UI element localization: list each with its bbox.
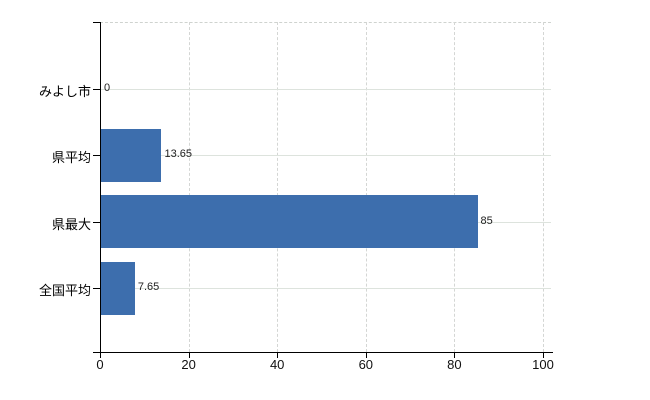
bar-value-label: 13.65 [164, 148, 192, 160]
x-tick-label: 80 [447, 357, 462, 372]
gridline-vertical [543, 22, 544, 352]
y-axis-tick [93, 88, 100, 90]
gridline-vertical [365, 22, 367, 352]
x-axis-tick [454, 352, 456, 358]
x-axis-tick [365, 352, 367, 358]
x-axis-tick [188, 352, 190, 358]
y-axis-tick [93, 155, 100, 156]
x-axis-tick [543, 352, 544, 358]
bar-value-label: 0 [104, 81, 111, 94]
x-axis-tick [277, 352, 279, 358]
y-axis [100, 22, 101, 358]
y-axis-top-tick [93, 22, 100, 23]
category-label: 県最大 [51, 216, 91, 232]
x-tick-label: 20 [181, 357, 196, 372]
x-tick-label: 100 [532, 357, 554, 372]
y-axis-tick [93, 221, 100, 223]
gridline-vertical [277, 22, 279, 352]
category-label: 県平均 [51, 150, 91, 165]
x-axis [93, 352, 553, 353]
gridline-horizontal [101, 288, 551, 289]
x-tick-label: 40 [269, 357, 285, 372]
gridline-horizontal [101, 155, 551, 156]
gridline-horizontal [101, 88, 551, 90]
x-tick-label: 0 [96, 357, 104, 372]
y-axis-tick [93, 288, 100, 289]
bar [101, 128, 162, 182]
category-label: 全国平均 [38, 283, 91, 298]
category-label: みよし市 [38, 83, 91, 99]
x-tick-label: 60 [358, 357, 374, 372]
plot-top-border [100, 22, 551, 23]
bar [101, 261, 135, 315]
x-axis-tick [100, 352, 101, 358]
bar-value-label: 85 [480, 214, 493, 227]
gridline-vertical [188, 22, 190, 352]
bar [101, 195, 478, 248]
bar-value-label: 7.65 [137, 281, 160, 293]
gridline-vertical [454, 22, 456, 352]
